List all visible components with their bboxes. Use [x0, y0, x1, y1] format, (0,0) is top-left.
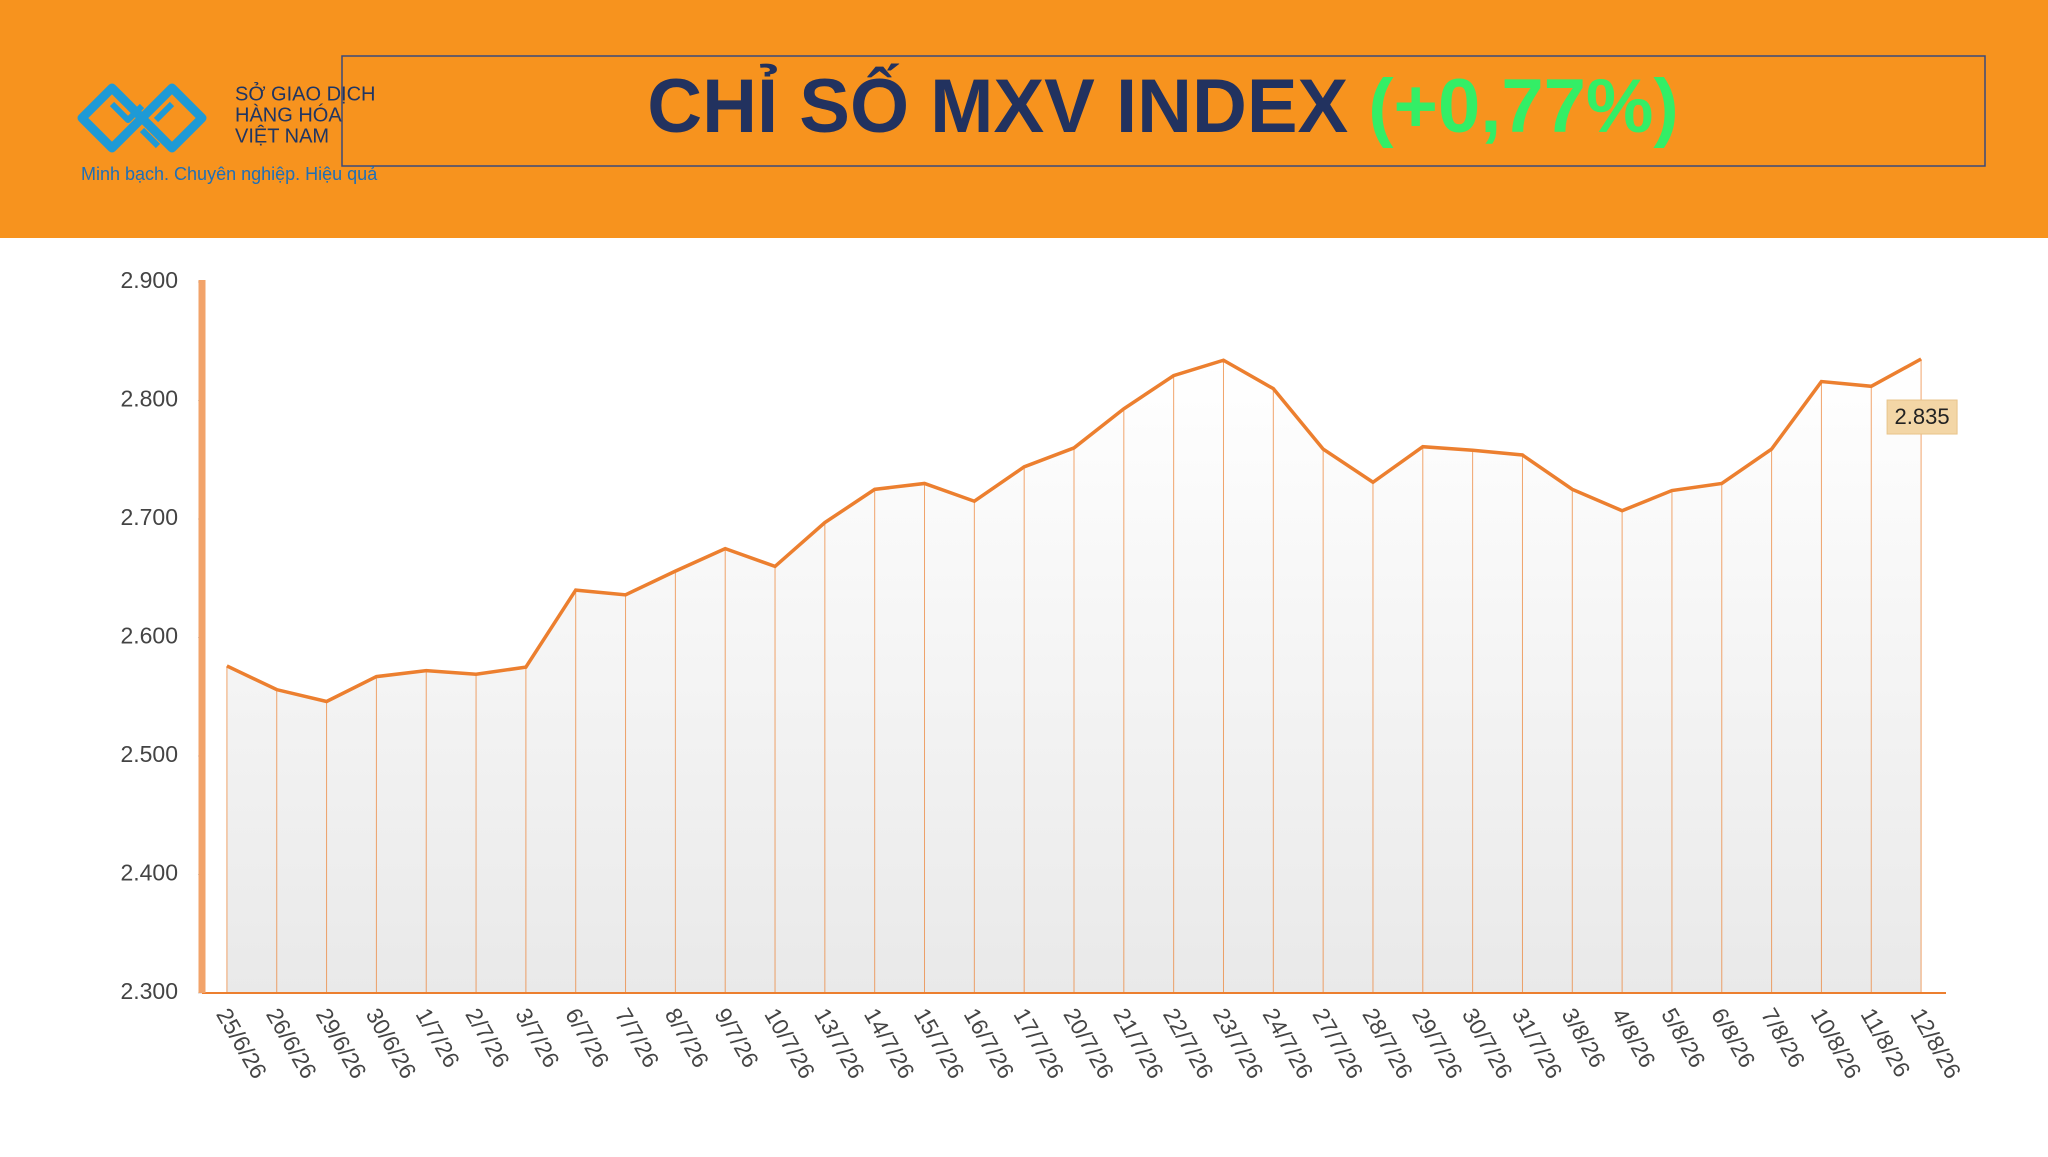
- x-tick-label: 4/8/26: [1607, 1004, 1661, 1072]
- value-label: 2.835: [1895, 404, 1950, 429]
- x-tick-label: 9/7/26: [710, 1004, 764, 1072]
- value-label-box: [1886, 399, 1958, 435]
- x-tick-label: 2/7/26: [460, 1004, 514, 1072]
- y-tick-label: 2.500: [120, 741, 178, 767]
- tagline: Minh bạch. Chuyên nghiệp. Hiệu quả: [81, 164, 378, 184]
- y-tick-label: 2.700: [120, 504, 178, 530]
- data-line: [226, 357, 1922, 704]
- x-tick-label: 3/8/26: [1557, 1004, 1611, 1072]
- x-tick-label: 3/7/26: [510, 1004, 564, 1072]
- logo-text: SỞ GIAO DỊCH: [235, 81, 376, 105]
- y-tick-label: 2.800: [120, 386, 178, 412]
- logo-text: HÀNG HÓA: [235, 103, 342, 126]
- x-tick-label: 5/8/26: [1656, 1004, 1710, 1072]
- title-box: [341, 55, 1986, 167]
- logo-text: VIỆT NAM: [235, 124, 329, 147]
- y-tick-label: 2.600: [120, 623, 178, 649]
- x-tick-label: 6/8/26: [1706, 1004, 1760, 1072]
- x-tick-label: 1/7/26: [411, 1004, 465, 1072]
- title-text: CHỈ SỐ MXV INDEX: [647, 64, 1348, 149]
- y-tick-label: 2.400: [120, 860, 178, 886]
- x-tick-label: 7/8/26: [1756, 1004, 1810, 1072]
- chart-title: CHỈ SỐ MXV INDEX (+0,77%): [647, 64, 1679, 149]
- x-tick-label: 12/8/26: [1905, 1004, 1966, 1083]
- logo: [77, 83, 207, 153]
- x-tick-label: 6/7/26: [560, 1004, 614, 1072]
- x-tick-label: 7/7/26: [610, 1004, 664, 1072]
- x-tick-label: 8/7/26: [660, 1004, 714, 1072]
- y-tick-label: 2.900: [120, 267, 178, 293]
- y-tick-label: 2.300: [120, 978, 178, 1004]
- title-change: (+0,77%): [1368, 64, 1679, 149]
